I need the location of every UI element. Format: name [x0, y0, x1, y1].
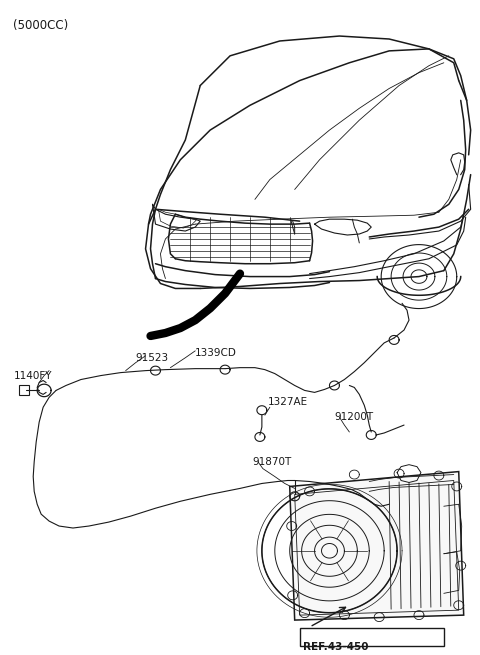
Bar	[19, 386, 29, 396]
Text: 1339CD: 1339CD	[195, 348, 237, 358]
Polygon shape	[290, 472, 464, 620]
Text: 91200T: 91200T	[335, 412, 373, 422]
Text: 1327AE: 1327AE	[268, 398, 308, 407]
Text: REF.43-450: REF.43-450	[302, 642, 368, 652]
Text: 91523: 91523	[136, 353, 169, 363]
Text: 91870T: 91870T	[252, 457, 291, 467]
Text: 1140FY: 1140FY	[13, 371, 52, 381]
Text: (5000CC): (5000CC)	[13, 19, 69, 32]
Bar	[300, 628, 444, 646]
